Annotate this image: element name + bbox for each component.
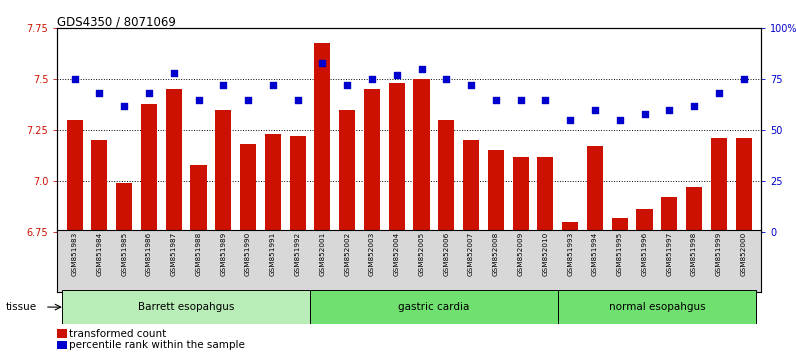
Text: GSM852008: GSM852008 [493,232,499,275]
Text: percentile rank within the sample: percentile rank within the sample [69,340,245,350]
Bar [686,187,702,232]
Point [242,97,255,102]
Point [142,91,155,96]
Text: GSM851986: GSM851986 [146,232,152,275]
Point [341,82,353,88]
Text: GSM851984: GSM851984 [96,232,103,275]
Bar [661,197,677,232]
Bar [92,140,107,232]
Text: GSM852006: GSM852006 [443,232,449,275]
Bar [116,183,132,232]
Bar [141,104,157,232]
Bar [611,218,628,232]
Bar [166,89,181,232]
Text: GSM851989: GSM851989 [220,232,226,275]
Text: GSM852003: GSM852003 [369,232,375,275]
Text: normal esopahgus: normal esopahgus [609,302,705,312]
Point [440,76,453,82]
Text: gastric cardia: gastric cardia [398,302,470,312]
Bar [310,290,558,324]
Text: GDS4350 / 8071069: GDS4350 / 8071069 [57,15,175,28]
Bar [513,156,529,232]
Bar [537,156,553,232]
Bar [339,110,355,232]
Text: Barrett esopahgus: Barrett esopahgus [138,302,234,312]
Point [365,76,378,82]
Bar [413,79,430,232]
Point [588,107,601,113]
Point [167,70,180,76]
Text: GSM851996: GSM851996 [642,232,647,275]
Bar [62,290,310,324]
Text: GSM851998: GSM851998 [691,232,697,275]
Point [118,103,131,109]
Text: GSM851983: GSM851983 [72,232,78,275]
Text: GSM852005: GSM852005 [419,232,424,275]
Point [490,97,502,102]
Bar [711,138,727,232]
Bar [736,138,751,232]
Text: GSM852004: GSM852004 [394,232,400,275]
Point [416,66,428,72]
Bar [314,42,330,232]
Point [93,91,106,96]
Point [465,82,478,88]
Bar [388,83,405,232]
Bar [558,290,756,324]
Text: transformed count: transformed count [69,329,166,339]
Point [316,60,329,66]
Bar [463,140,479,232]
Text: GSM852001: GSM852001 [319,232,326,275]
Text: GSM851994: GSM851994 [592,232,598,275]
Text: GSM852010: GSM852010 [542,232,548,275]
Text: GSM852002: GSM852002 [344,232,350,275]
Bar [488,150,504,232]
Text: GSM851999: GSM851999 [716,232,722,275]
Point [663,107,676,113]
Bar [215,110,232,232]
Text: GSM852007: GSM852007 [468,232,474,275]
Text: GSM851991: GSM851991 [270,232,276,275]
Text: GSM851985: GSM851985 [121,232,127,275]
Text: GSM852000: GSM852000 [740,232,747,275]
Text: GSM851997: GSM851997 [666,232,673,275]
Point [390,72,403,78]
Point [614,117,626,123]
Text: GSM851990: GSM851990 [245,232,251,275]
Text: GSM852009: GSM852009 [517,232,524,275]
Bar [190,165,207,232]
Point [68,76,81,82]
Point [267,82,279,88]
Text: tissue: tissue [6,302,37,312]
Bar [265,134,281,232]
Point [712,91,725,96]
Bar [562,222,578,232]
Text: GSM851992: GSM851992 [295,232,301,275]
Point [539,97,552,102]
Bar [439,120,455,232]
Point [291,97,304,102]
Point [514,97,527,102]
Point [564,117,576,123]
Point [217,82,230,88]
Bar [240,144,256,232]
Point [737,76,750,82]
Text: GSM851995: GSM851995 [617,232,622,275]
Text: GSM851988: GSM851988 [196,232,201,275]
Bar [67,120,83,232]
Point [638,111,651,117]
Bar [587,146,603,232]
Point [192,97,205,102]
Bar [364,89,380,232]
Text: GSM851993: GSM851993 [568,232,573,275]
Point [688,103,700,109]
Bar [637,210,653,232]
Bar [290,136,306,232]
Text: GSM851987: GSM851987 [171,232,177,275]
